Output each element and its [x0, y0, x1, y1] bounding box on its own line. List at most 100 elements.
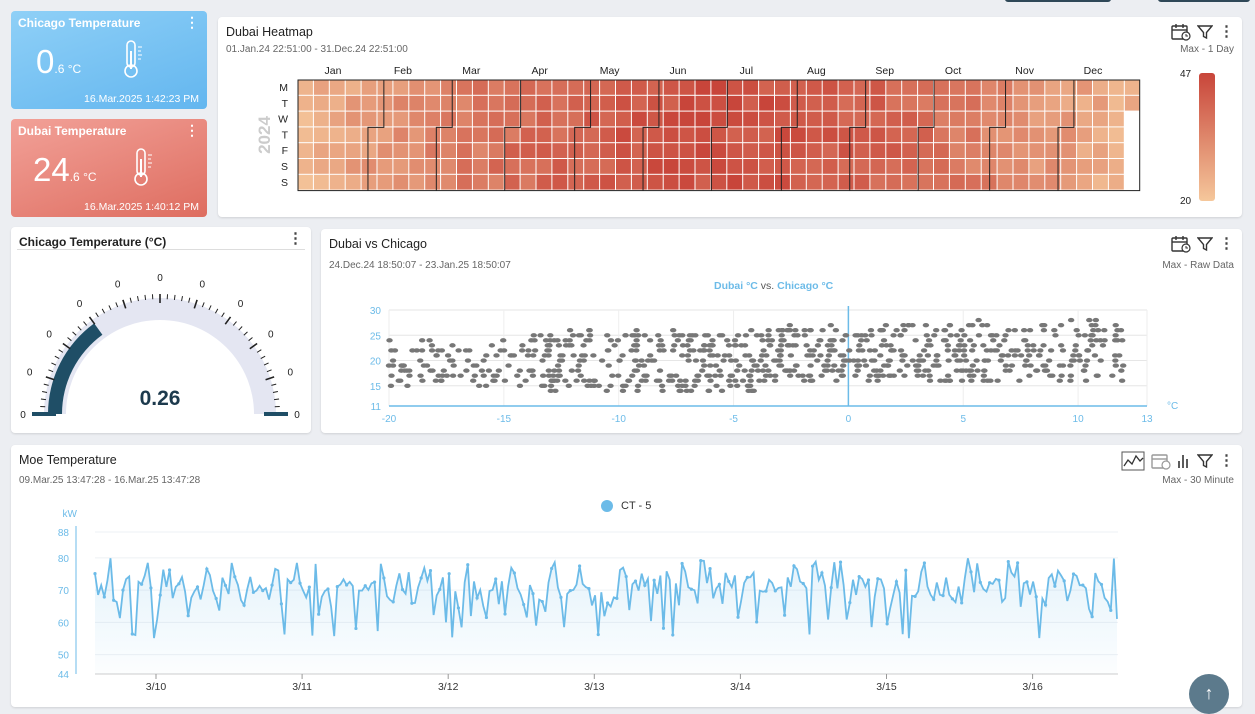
heatmap-cell: [1014, 112, 1029, 127]
scatter-point: [945, 343, 951, 347]
scatter-point: [685, 358, 691, 362]
scatter-point: [590, 353, 596, 357]
scatter-point: [556, 343, 562, 347]
heatmap-weekday-label: F: [282, 145, 288, 157]
scatter-point: [927, 379, 933, 383]
heatmap-cell: [346, 112, 361, 127]
scatter-point: [981, 368, 987, 372]
scatter-point: [559, 353, 565, 357]
heatmap-cell: [886, 112, 901, 127]
scatter-point: [994, 379, 1000, 383]
top-action-button-1[interactable]: [1005, 0, 1111, 2]
heatmap-cell: [1045, 112, 1060, 127]
heatmap-cell: [489, 127, 504, 142]
line-point: [373, 580, 376, 583]
scroll-to-top-button[interactable]: ↑: [1189, 674, 1229, 714]
tile-menu-icon[interactable]: ⋮: [185, 14, 199, 31]
heatmap-cell: [378, 80, 393, 95]
scatter-point: [794, 333, 800, 337]
scatter-point: [701, 363, 707, 367]
scatter-point: [763, 373, 769, 377]
scatter-point: [1002, 333, 1008, 337]
heatmap-cell: [680, 96, 695, 111]
scatter-point: [709, 338, 715, 342]
scatter-point: [457, 373, 463, 377]
heatmap-cell: [425, 127, 440, 142]
line-point: [243, 604, 246, 607]
scatter-point: [1041, 328, 1047, 332]
scatter-point: [679, 353, 685, 357]
heatmap-cell: [759, 159, 774, 174]
heatmap-cell: [823, 175, 838, 190]
heatmap-cell: [568, 112, 583, 127]
scatter-x-tick: 10: [1073, 414, 1085, 425]
scatter-point: [1021, 328, 1027, 332]
scatter-point: [419, 379, 425, 383]
heatmap-cell: [457, 143, 472, 158]
scatter-point: [388, 384, 394, 388]
scatter-point: [1001, 338, 1007, 342]
scatter-point: [656, 379, 662, 383]
line-point: [913, 595, 916, 598]
line-point: [215, 597, 218, 600]
heatmap-cell: [950, 175, 965, 190]
heatmap-cell: [568, 127, 583, 142]
heatmap-cell: [362, 96, 377, 111]
scatter-point: [562, 379, 568, 383]
scatter-point: [433, 379, 439, 383]
scatter-x-unit: °C: [1167, 401, 1178, 412]
heatmap-cell: [759, 96, 774, 111]
line-y-tick: 44: [58, 670, 70, 681]
scatter-point: [1012, 328, 1018, 332]
scatter-point: [1043, 368, 1049, 372]
scatter-point: [856, 348, 862, 352]
heatmap-cell: [378, 143, 393, 158]
line-point: [466, 563, 469, 566]
scatter-point: [996, 343, 1002, 347]
gauge-tick: [68, 338, 72, 341]
scatter-point: [1119, 338, 1125, 342]
line-x-tick: 3/12: [438, 681, 459, 693]
heatmap-weekday-label: S: [281, 161, 288, 173]
scatter-point: [483, 384, 489, 388]
line-point: [494, 577, 497, 580]
scatter-point: [388, 373, 394, 377]
line-point: [867, 578, 870, 581]
heatmap-cell: [441, 112, 456, 127]
heatmap-cell: [664, 80, 679, 95]
heatmap-cell: [696, 127, 711, 142]
scatter-point: [887, 343, 893, 347]
top-action-button-2[interactable]: [1158, 0, 1250, 2]
scatter-point: [554, 379, 560, 383]
heatmap-cell: [537, 143, 552, 158]
line-point: [941, 594, 944, 597]
heatmap-cell: [775, 143, 790, 158]
scatter-point: [634, 368, 640, 372]
scatter-point: [980, 343, 986, 347]
scatter-point: [1109, 373, 1115, 377]
scatter-point: [868, 333, 874, 337]
heatmap-cell: [743, 112, 758, 127]
heatmap-cell: [1029, 96, 1044, 111]
heatmap-cell: [473, 80, 488, 95]
line-point: [923, 561, 926, 564]
line-point: [270, 583, 273, 586]
line-y-tick: 60: [58, 618, 70, 629]
scatter-point: [830, 338, 836, 342]
heatmap-cell: [680, 175, 695, 190]
scatter-point: [718, 373, 724, 377]
heatmap-cell: [457, 112, 472, 127]
heatmap-cell: [584, 175, 599, 190]
scatter-point: [788, 353, 794, 357]
scatter-point: [901, 373, 907, 377]
scatter-point: [1057, 363, 1063, 367]
line-point: [774, 589, 777, 592]
scatter-point: [556, 368, 562, 372]
scatter-point: [989, 333, 995, 337]
scatter-point: [799, 373, 805, 377]
scatter-point: [1112, 333, 1118, 337]
scatter-point: [843, 333, 849, 337]
heatmap-cell: [966, 112, 981, 127]
tile-menu-icon[interactable]: ⋮: [185, 122, 199, 139]
scatter-point: [1018, 353, 1024, 357]
